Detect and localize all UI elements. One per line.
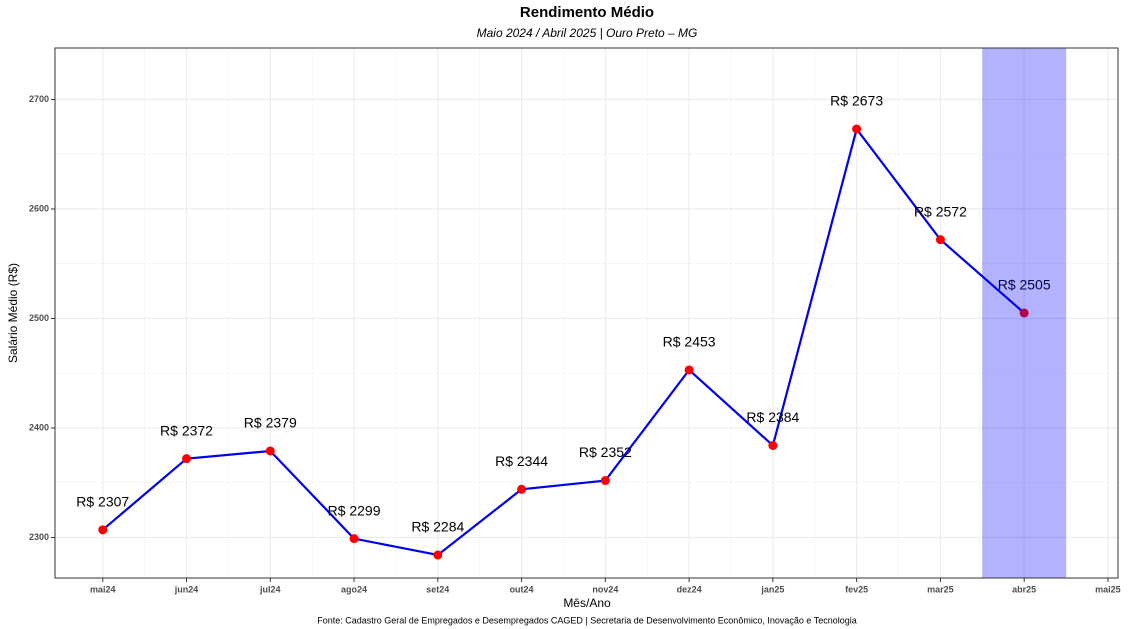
data-label: R$ 2379	[244, 415, 297, 431]
y-tick-label: 2300	[29, 532, 49, 542]
x-tick-label: fev25	[845, 584, 868, 594]
x-tick-label: mai25	[1095, 584, 1121, 594]
x-tick-label: set24	[426, 584, 449, 594]
x-tick-label: jan25	[760, 584, 784, 594]
x-tick-label: mai24	[90, 584, 116, 594]
data-label: R$ 2284	[411, 519, 464, 535]
x-tick-label: mar25	[927, 584, 954, 594]
caption: Fonte: Cadastro Geral de Empregados e De…	[317, 615, 856, 625]
data-label: R$ 2344	[495, 453, 548, 469]
data-label: R$ 2384	[746, 409, 799, 425]
data-label: R$ 2352	[579, 444, 632, 460]
y-tick-label: 2400	[29, 422, 49, 432]
x-tick-label: abr25	[1012, 584, 1036, 594]
y-tick-label: 2500	[29, 313, 49, 323]
point	[684, 365, 694, 375]
x-tick-label: nov24	[592, 584, 618, 594]
point	[935, 235, 945, 245]
point	[265, 446, 275, 456]
point	[182, 454, 192, 464]
y-tick-label: 2600	[29, 203, 49, 213]
point	[349, 534, 359, 544]
data-label: R$ 2572	[914, 203, 967, 219]
line	[102, 126, 1025, 557]
y-tick-label: 2700	[29, 94, 49, 104]
data-label: R$ 2299	[328, 502, 381, 518]
point	[98, 525, 108, 535]
data-label: R$ 2673	[830, 93, 883, 109]
chart-subtitle: Maio 2024 / Abril 2025 | Ouro Preto – MG	[477, 26, 698, 40]
highlight-band	[982, 48, 1067, 578]
data-label: R$ 2307	[76, 494, 129, 510]
point	[517, 484, 527, 494]
point	[852, 124, 862, 134]
data-label: R$ 2372	[160, 422, 213, 438]
point	[1019, 308, 1029, 318]
chart-title: Rendimento Médio	[520, 4, 654, 21]
panel-border	[54, 47, 1119, 579]
point	[600, 476, 610, 486]
y-axis-label: Salário Médio (R$)	[6, 263, 20, 363]
x-tick-label: dez24	[677, 584, 702, 594]
data-label: R$ 2505	[998, 277, 1051, 293]
point	[768, 441, 778, 450]
x-axis-label: Mês/Ano	[563, 596, 611, 610]
x-tick-label: out24	[510, 584, 534, 594]
point	[433, 550, 443, 560]
x-tick-label: jun24	[174, 584, 199, 594]
x-tick-label: jul24	[259, 584, 281, 594]
x-tick-label: ago24	[341, 584, 367, 594]
data-label: R$ 2453	[663, 334, 716, 350]
